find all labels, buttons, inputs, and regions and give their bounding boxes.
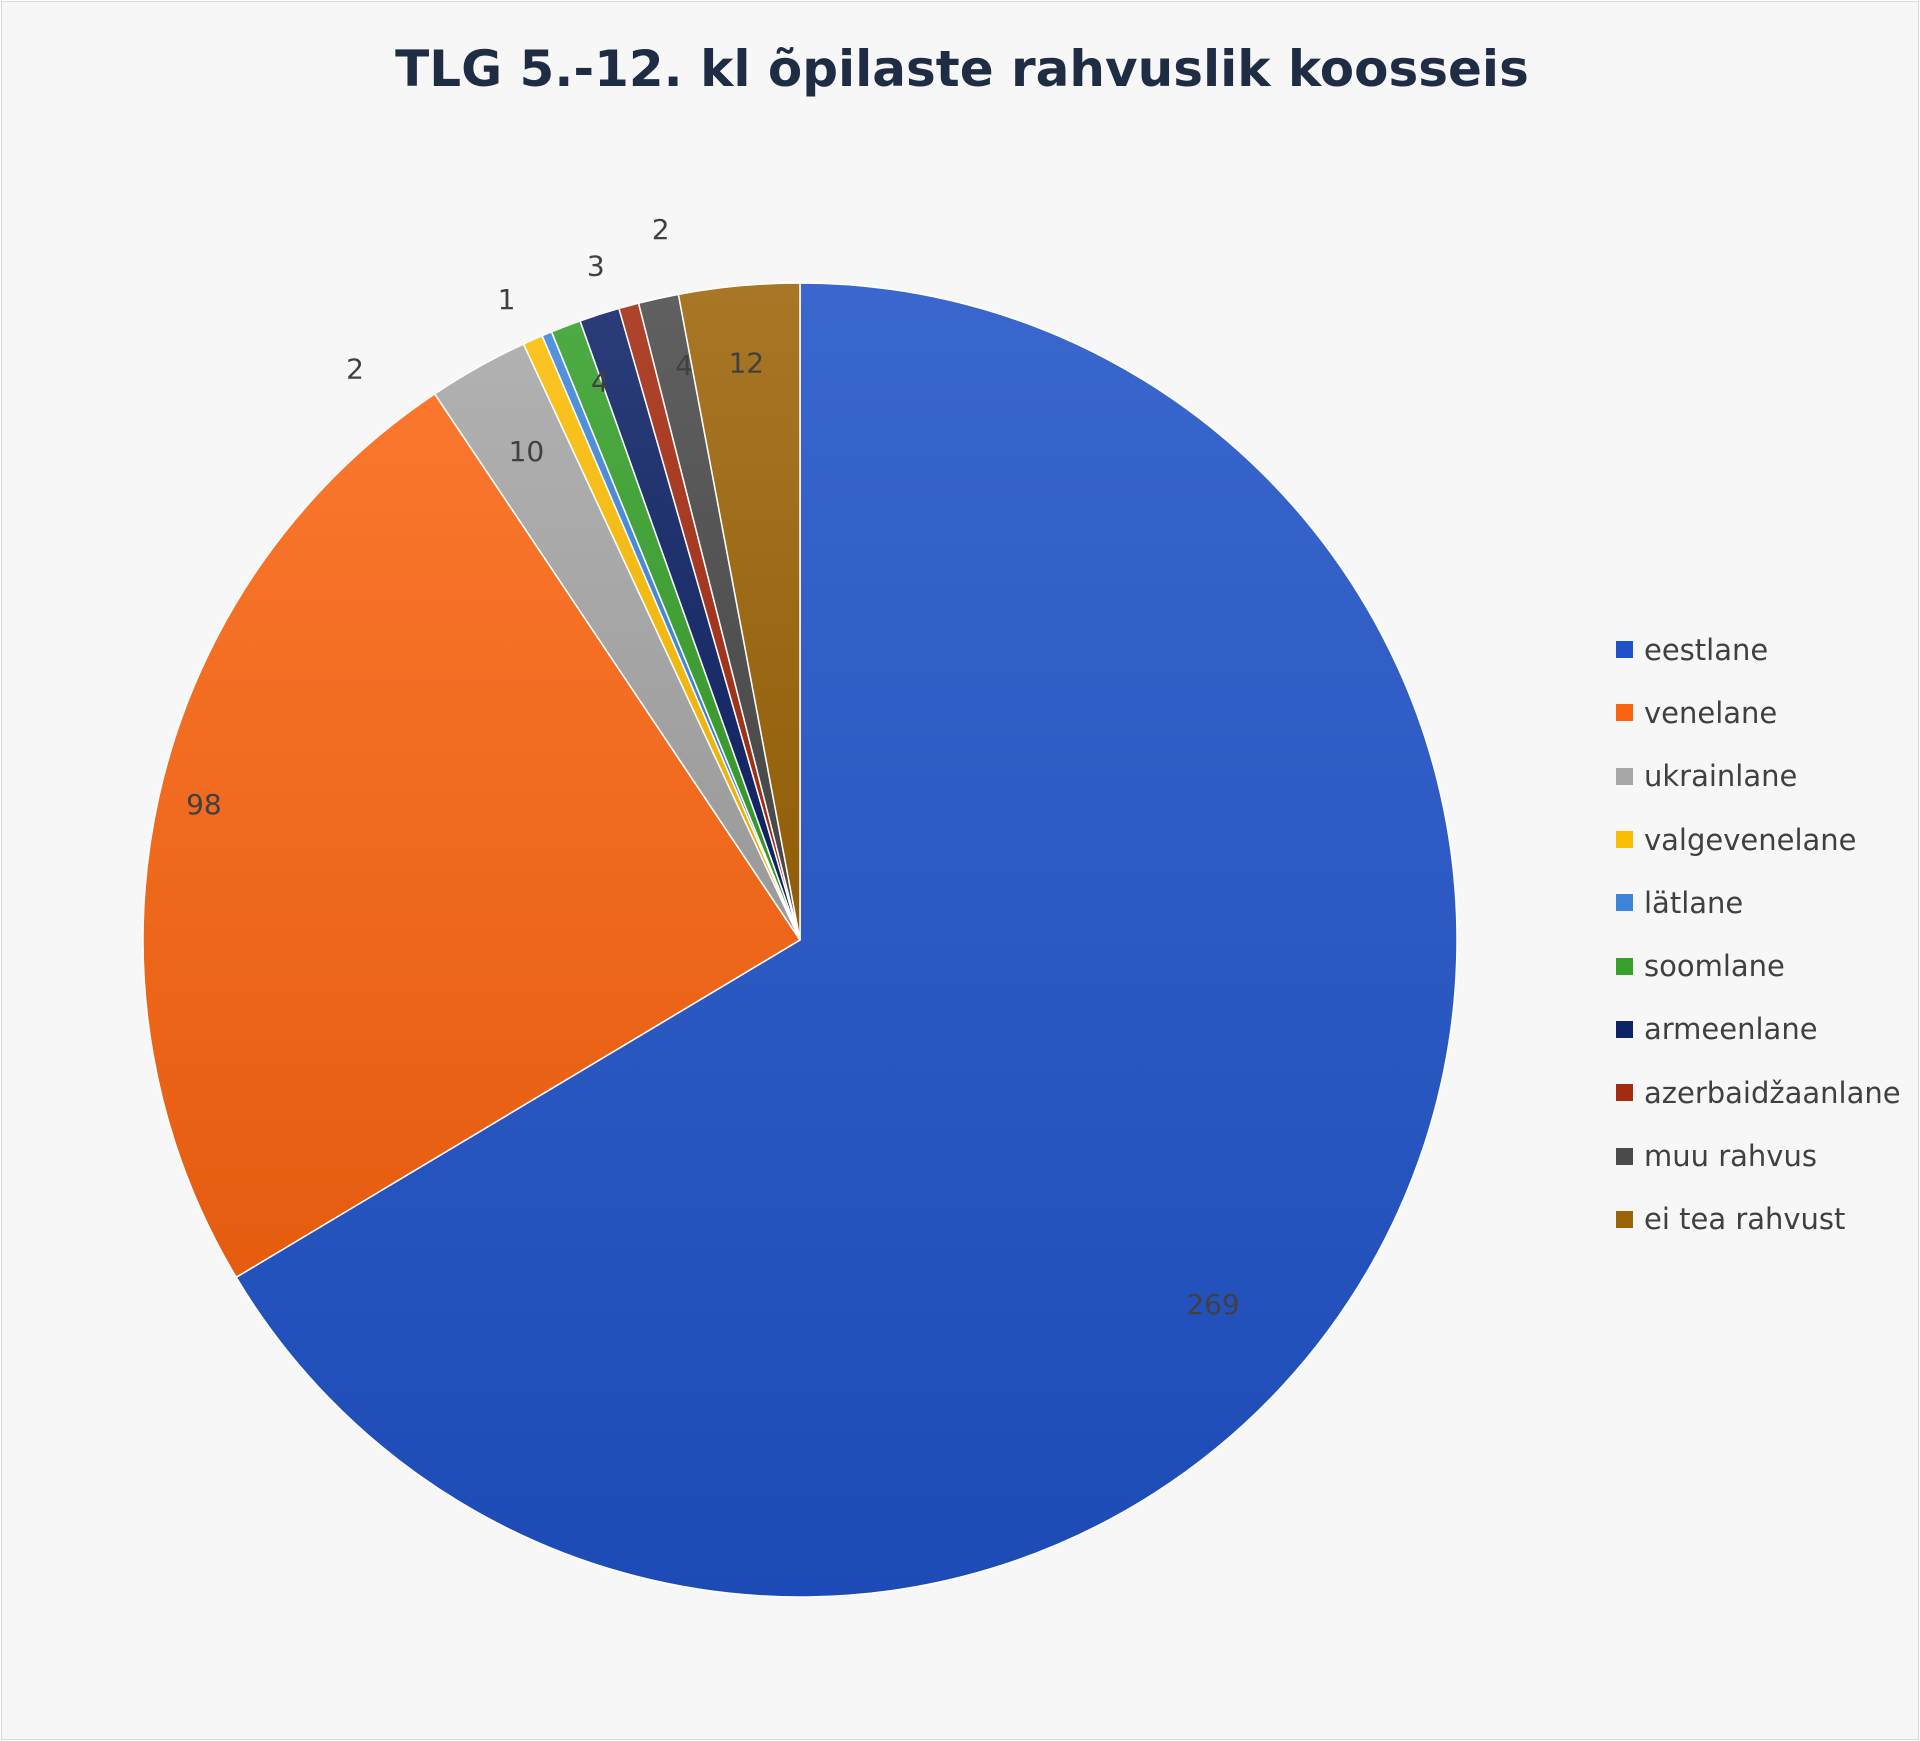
legend: eestlane venelane ukrainlane valgevenelane l…	[1616, 618, 1901, 1251]
legend-item-valgevenelane: valgevenelane	[1616, 808, 1901, 871]
legend-item-latlane: lätlane	[1616, 871, 1901, 934]
legend-label: eestlane	[1644, 632, 1769, 667]
legend-label: valgevenelane	[1644, 822, 1857, 857]
legend-label: armeenlane	[1644, 1012, 1818, 1047]
data-label-venelane: 98	[186, 788, 222, 821]
pie-slice-ei-tea-rahvust	[677, 282, 801, 941]
legend-label: azerbaidžaanlane	[1644, 1075, 1901, 1110]
pie-slices	[142, 282, 1458, 1598]
legend-item-eestlane: eestlane	[1616, 618, 1901, 681]
legend-swatch	[1616, 767, 1633, 785]
legend-label: muu rahvus	[1644, 1139, 1817, 1174]
legend-swatch	[1616, 1020, 1633, 1038]
legend-label: venelane	[1644, 695, 1778, 730]
legend-item-ukrainlane: ukrainlane	[1616, 745, 1901, 808]
legend-swatch	[1616, 831, 1633, 849]
legend-item-soomlane: soomlane	[1616, 934, 1901, 997]
data-label-ukrainlane: 10	[509, 435, 545, 468]
data-label-eestlane: 269	[1186, 1288, 1239, 1321]
data-label-ei-tea-rahvust: 12	[728, 346, 764, 379]
legend-label: ei tea rahvust	[1644, 1202, 1846, 1237]
chart-title: TLG 5.-12. kl õpilaste rahvuslik koossei…	[395, 40, 1529, 98]
data-label-armeenlane: 4	[591, 366, 609, 399]
legend-item-ei-tea-rahvust: ei tea rahvust	[1616, 1188, 1901, 1251]
legend-swatch	[1616, 1147, 1633, 1165]
legend-item-armeenlane: armeenlane	[1616, 998, 1901, 1061]
data-label-muu-rahvus: 4	[675, 349, 693, 382]
legend-label: soomlane	[1644, 949, 1785, 984]
legend-label: lätlane	[1644, 885, 1744, 920]
legend-item-muu-rahvus: muu rahvus	[1616, 1124, 1901, 1187]
data-label-soomlane: 3	[587, 249, 605, 282]
legend-label: ukrainlane	[1644, 759, 1798, 794]
legend-item-azerbaidzaanlane: azerbaidžaanlane	[1616, 1061, 1901, 1124]
legend-swatch	[1616, 1210, 1633, 1228]
legend-swatch	[1616, 641, 1633, 659]
legend-swatch	[1616, 704, 1633, 722]
data-label-azerbaidzaanlane: 2	[652, 213, 670, 246]
data-label-valgevenelane: 2	[346, 353, 364, 386]
legend-swatch	[1616, 894, 1633, 912]
legend-swatch	[1616, 1084, 1633, 1102]
data-label-latlane: 1	[498, 283, 516, 316]
pie-slice-venelane	[142, 392, 802, 1279]
legend-swatch	[1616, 957, 1633, 975]
pie-data-labels: 269 98 10 2 1 3 4 2 4 12	[186, 213, 1240, 1321]
legend-item-venelane: venelane	[1616, 681, 1901, 744]
pie-slice-eestlane	[235, 282, 1458, 1598]
